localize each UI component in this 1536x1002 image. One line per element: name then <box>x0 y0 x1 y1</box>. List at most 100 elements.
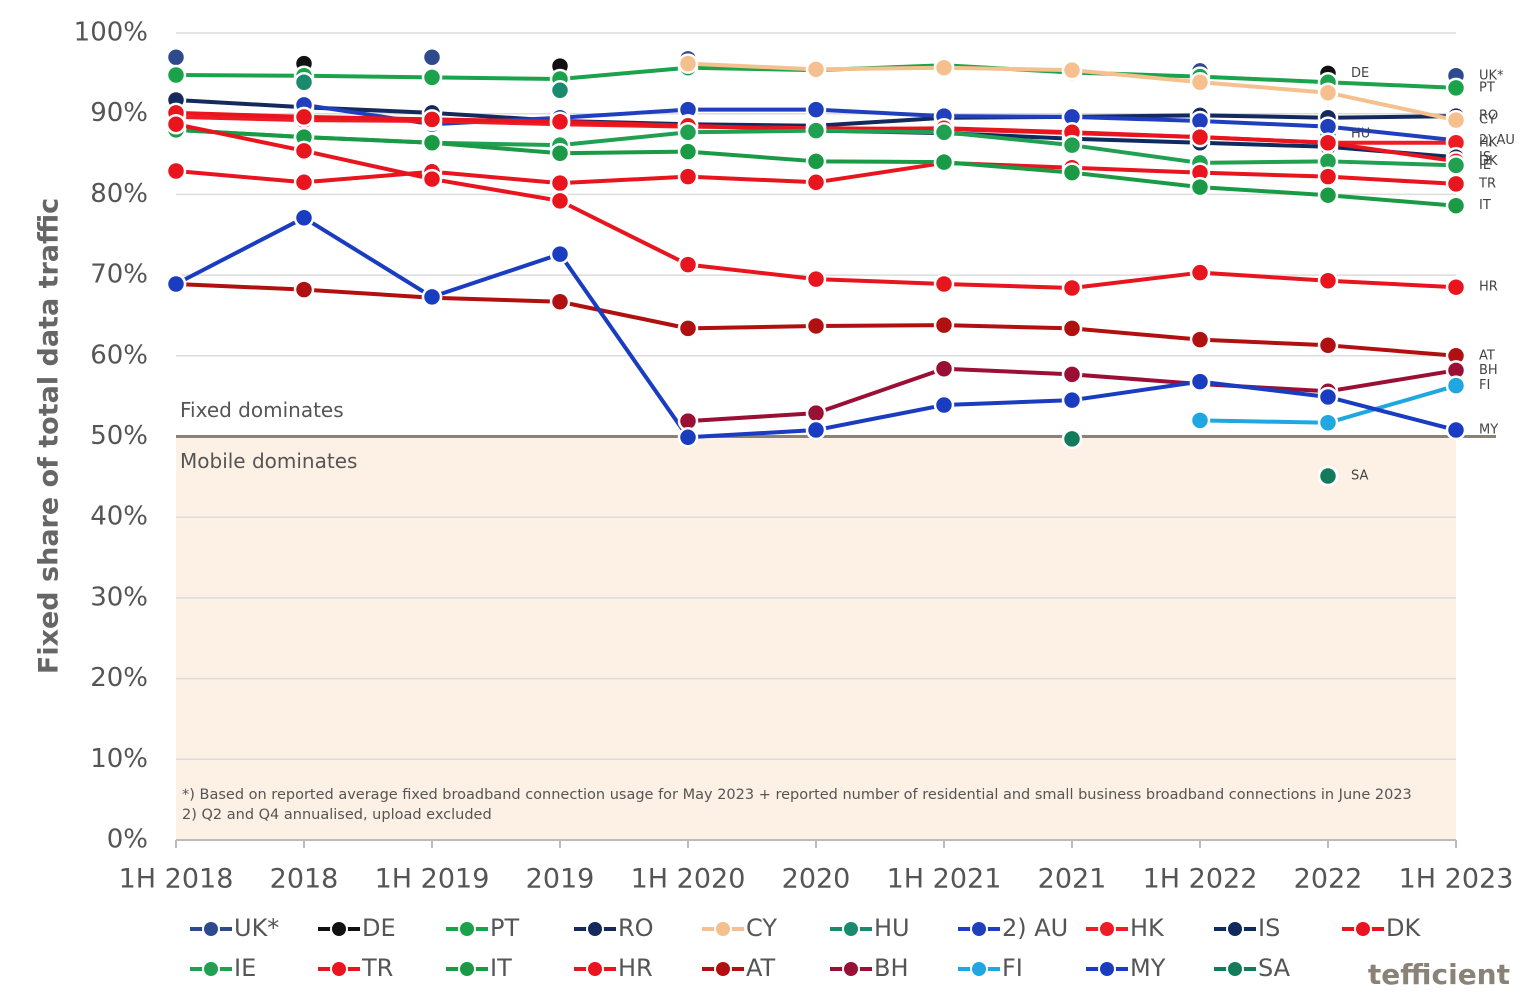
data-point <box>1061 364 1083 385</box>
y-tick-label: 80% <box>90 179 148 209</box>
data-point <box>805 151 827 172</box>
data-point <box>549 111 571 133</box>
mobile-region <box>176 436 1456 840</box>
legend-marker <box>330 960 348 978</box>
data-point <box>805 120 827 141</box>
data-point <box>1445 109 1467 131</box>
x-tick-label: 1H 2020 <box>631 864 746 895</box>
data-point <box>421 67 443 88</box>
end-label: SA <box>1351 469 1368 484</box>
legend-label: AT <box>746 954 776 982</box>
data-point <box>677 427 699 448</box>
y-axis-title: Fixed share of total data traffic <box>34 198 65 674</box>
legend-label: TR <box>361 954 393 982</box>
data-point <box>1189 262 1211 283</box>
legend-marker <box>1098 920 1116 938</box>
legend-marker <box>1098 960 1116 978</box>
data-point <box>933 394 955 416</box>
x-tick-label: 2018 <box>270 864 339 895</box>
data-point <box>421 46 443 68</box>
end-label: DK <box>1479 154 1498 169</box>
data-point <box>1317 166 1339 187</box>
legend-marker <box>458 960 476 978</box>
data-point <box>677 141 699 162</box>
data-point <box>293 140 315 162</box>
data-point <box>165 160 187 182</box>
legend-label: FI <box>1002 954 1023 982</box>
data-point <box>549 243 571 265</box>
end-label: AT <box>1479 348 1495 363</box>
legend-marker <box>1226 960 1244 978</box>
y-tick-label: 60% <box>90 340 148 370</box>
data-point <box>1445 195 1467 216</box>
end-label: FI <box>1479 378 1490 393</box>
data-point <box>1189 410 1211 431</box>
data-point <box>933 273 955 295</box>
legend-label: IS <box>1258 914 1280 942</box>
data-point <box>933 358 955 379</box>
data-point <box>165 273 187 295</box>
data-point <box>1317 270 1339 291</box>
legend-label: RO <box>618 914 654 942</box>
y-tick-label: 10% <box>90 744 148 774</box>
legend-marker <box>970 920 988 938</box>
legend-label: SA <box>1258 954 1291 982</box>
data-point <box>549 172 571 194</box>
series-line <box>175 122 1457 291</box>
data-point <box>1445 155 1467 176</box>
end-label: HU <box>1351 126 1370 141</box>
data-point <box>1445 173 1467 195</box>
data-point <box>1061 428 1083 450</box>
end-label: DE <box>1351 66 1369 81</box>
data-point <box>1189 329 1211 350</box>
x-tick-label: 2021 <box>1038 864 1107 895</box>
legend-label: IE <box>234 954 256 982</box>
legend-marker <box>330 920 348 938</box>
data-point <box>1061 277 1083 299</box>
legend-marker <box>1354 920 1372 938</box>
data-point <box>1317 132 1339 154</box>
footnote: *) Based on reported average fixed broad… <box>182 787 1412 803</box>
data-point <box>805 315 827 337</box>
y-tick-label: 50% <box>90 421 148 451</box>
data-point <box>1189 176 1211 198</box>
x-tick-label: 1H 2021 <box>887 864 1002 895</box>
y-tick-label: 20% <box>90 663 148 693</box>
end-label: IE <box>1479 158 1491 173</box>
brand: tefficient <box>1368 958 1510 991</box>
legend-label: UK* <box>234 914 279 942</box>
end-label: UK* <box>1479 68 1504 83</box>
data-point <box>549 142 571 164</box>
x-tick-label: 1H 2022 <box>1143 864 1258 895</box>
data-point <box>293 279 315 300</box>
data-point <box>1317 184 1339 206</box>
data-point <box>1317 465 1339 487</box>
end-label: MY <box>1479 423 1498 438</box>
legend-label: HK <box>1130 914 1165 942</box>
legend-label: CY <box>746 914 777 942</box>
legend-label: HR <box>618 954 653 982</box>
legend-marker <box>1226 920 1244 938</box>
x-tick-label: 2022 <box>1294 864 1363 895</box>
data-point <box>293 172 315 193</box>
y-tick-label: 40% <box>90 502 148 532</box>
data-point <box>1061 162 1083 183</box>
data-point <box>933 314 955 336</box>
legend-marker <box>842 960 860 978</box>
data-point <box>1317 335 1339 356</box>
data-point <box>805 268 827 290</box>
x-tick-label: 1H 2023 <box>1399 864 1514 895</box>
data-point <box>1445 276 1467 298</box>
legend-marker <box>714 960 732 978</box>
end-label: RO <box>1479 109 1498 124</box>
data-point <box>1445 419 1467 441</box>
end-label: 2) AU <box>1479 133 1515 148</box>
x-tick-label: 2020 <box>782 864 851 895</box>
data-point <box>293 71 315 93</box>
legend-marker <box>714 920 732 938</box>
x-tick-label: 1H 2019 <box>375 864 490 895</box>
end-label: CY <box>1479 113 1496 128</box>
data-point <box>1189 371 1211 392</box>
data-point <box>1061 318 1083 339</box>
